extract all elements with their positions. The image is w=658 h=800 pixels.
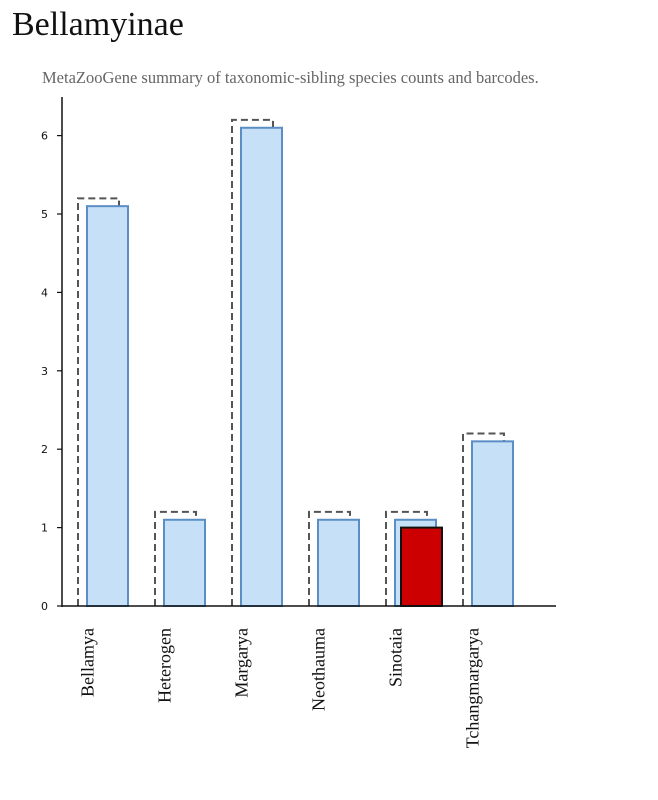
value-bars [86,126,514,608]
y-tick-label: 2 [41,443,48,456]
category-label: Heterogen [155,628,175,703]
page-title: Bellamyinae [12,6,184,43]
value-bar [86,205,129,607]
value-bar [163,518,206,608]
category-label: Sinotaia [386,628,406,687]
y-tick-label: 3 [41,365,48,378]
highlight-bar [400,526,443,607]
y-tick-label: 1 [41,522,48,535]
y-tick-label: 0 [41,600,48,613]
value-bar [317,518,360,608]
page-subtitle: MetaZooGene summary of taxonomic-sibling… [42,68,539,87]
y-tick-label: 6 [41,130,48,143]
category-label: Bellamya [78,628,98,697]
value-bar [471,440,514,607]
value-bar [240,126,283,607]
category-label: Tchangmargarya [463,628,483,748]
category-label: Margarya [232,628,252,698]
y-tick-label: 5 [41,208,48,221]
highlight-bars [400,526,443,607]
category-label: Neothauma [309,628,329,711]
axes: Bellamya Heterogen Margarya Neothauma Sinota… [41,97,556,748]
y-tick-label: 4 [41,286,48,299]
